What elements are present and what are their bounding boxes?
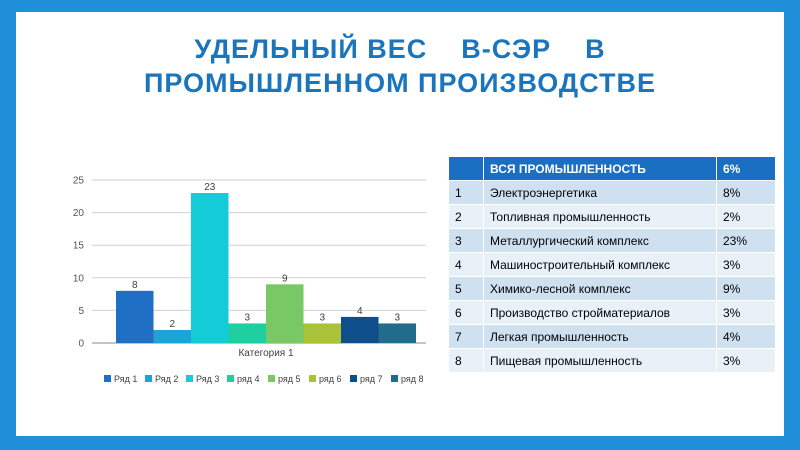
header-num [448, 156, 484, 181]
table-row: 4 Машиностроительный комплекс 3% [448, 252, 776, 277]
slide: УДЕЛЬНЫЙ ВЕС В-СЭР В ПРОМЫШЛЕННОМ ПРОИЗВ… [16, 12, 784, 436]
table-row: 2 Топливная промышленность 2% [448, 204, 776, 229]
table-row: 7 Легкая промышленность 4% [448, 324, 776, 349]
data-label: 3 [319, 312, 325, 323]
legend-label: Ряд 1 [114, 374, 137, 384]
industry-table: ВСЯ ПРОМЫШЛЕННОСТЬ 6% 1 Электроэнергетика… [448, 156, 776, 373]
row-name: Химико-лесной комплекс [483, 276, 717, 301]
row-num: 7 [448, 324, 484, 349]
legend-swatch [186, 375, 193, 382]
bar-5 [266, 284, 304, 343]
legend-swatch [104, 375, 111, 382]
title-line-2: ПРОМЫШЛЕННОМ ПРОИЗВОДСТВЕ [144, 68, 656, 98]
legend-swatch [309, 375, 316, 382]
row-value: 3% [716, 300, 776, 325]
y-tick-label: 15 [73, 241, 85, 252]
table-row: 1 Электроэнергетика 8% [448, 180, 776, 205]
legend-label: Ряд 2 [155, 374, 178, 384]
row-value: 2% [716, 204, 776, 229]
data-label: 3 [244, 312, 250, 323]
bar-1 [116, 290, 154, 343]
legend-swatch [391, 375, 398, 382]
legend-swatch [350, 375, 357, 382]
table-row: 5 Химико-лесной комплекс 9% [448, 276, 776, 301]
bar-7 [341, 316, 379, 343]
row-value: 4% [716, 324, 776, 349]
legend-label: ряд 7 [360, 374, 383, 384]
table-row: 6 Производство стройматериалов 3% [448, 300, 776, 325]
bar-8 [378, 323, 416, 343]
row-num: 6 [448, 300, 484, 325]
row-num: 2 [448, 204, 484, 229]
bar-4 [228, 323, 266, 343]
header-name: ВСЯ ПРОМЫШЛЕННОСТЬ [483, 156, 717, 181]
bar-chart: 0 5 10 15 20 25 8 2 23 3 9 3 4 3 Категория 1 Ряд 1 Ряд 2… [73, 176, 426, 384]
bar-3 [191, 193, 229, 343]
legend-swatch [268, 375, 275, 382]
table-row: 3 Металлургический комплекс 23% [448, 228, 776, 253]
row-name: Металлургический комплекс [483, 228, 717, 253]
row-value: 23% [716, 228, 776, 253]
row-name: Машиностроительный комплекс [483, 252, 717, 277]
row-num: 8 [448, 348, 484, 373]
row-value: 3% [716, 252, 776, 277]
data-label: 23 [204, 182, 216, 193]
row-name: Топливная промышленность [483, 204, 717, 229]
row-num: 1 [448, 180, 484, 205]
header-value: 6% [716, 156, 776, 181]
data-label: 2 [169, 319, 175, 330]
row-name: Производство стройматериалов [483, 300, 717, 325]
row-value: 9% [716, 276, 776, 301]
row-name: Электроэнергетика [483, 180, 717, 205]
table-row: 8 Пищевая промышленность 3% [448, 348, 776, 373]
y-tick-label: 0 [78, 339, 84, 350]
y-tick-label: 20 [73, 208, 85, 219]
row-num: 4 [448, 252, 484, 277]
y-tick-label: 5 [78, 306, 84, 317]
data-label: 4 [357, 306, 363, 317]
title-line-1: УДЕЛЬНЫЙ ВЕС В-СЭР В [194, 34, 606, 64]
data-label: 9 [282, 273, 288, 284]
row-name: Легкая промышленность [483, 324, 717, 349]
legend-swatch [227, 375, 234, 382]
row-value: 8% [716, 180, 776, 205]
bar-2 [153, 329, 191, 343]
row-num: 5 [448, 276, 484, 301]
x-category-label: Категория 1 [238, 348, 294, 359]
row-name: Пищевая промышленность [483, 348, 717, 373]
legend-swatch [145, 375, 152, 382]
data-label: 3 [394, 312, 400, 323]
table-header-row: ВСЯ ПРОМЫШЛЕННОСТЬ 6% [448, 156, 776, 181]
y-tick-label: 10 [73, 273, 85, 284]
data-label: 8 [132, 280, 138, 291]
legend-label: ряд 8 [401, 374, 424, 384]
bar-6 [303, 323, 341, 343]
y-tick-label: 25 [73, 176, 85, 187]
legend-label: Ряд 3 [196, 374, 219, 384]
legend-label: ряд 5 [278, 374, 301, 384]
row-value: 3% [716, 348, 776, 373]
legend-label: ряд 6 [319, 374, 342, 384]
row-num: 3 [448, 228, 484, 253]
legend-label: ряд 4 [237, 374, 260, 384]
slide-title: УДЕЛЬНЫЙ ВЕС В-СЭР В ПРОМЫШЛЕННОМ ПРОИЗВ… [16, 32, 784, 100]
